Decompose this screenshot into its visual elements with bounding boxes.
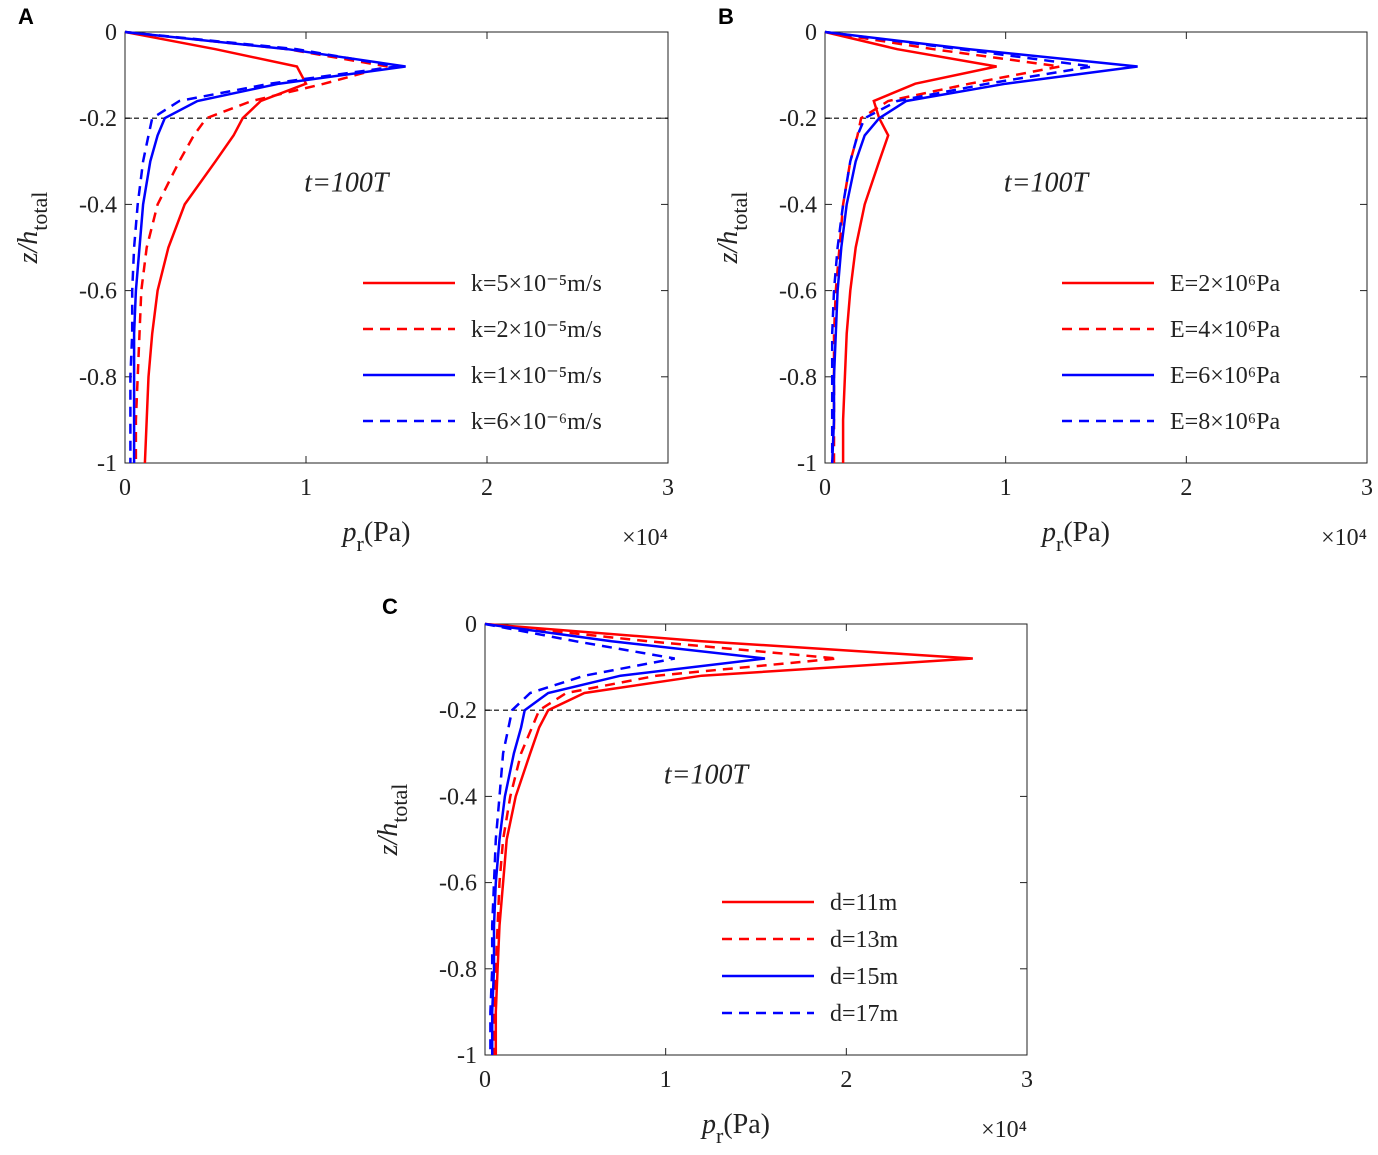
panel: C 0 1 2 3 0 -0.2 -0.4 -0.6 -0.8 -1 t=100T pr(Pa) ×10⁴…: [373, 594, 1033, 1148]
panel: B 0 1 2 3 0 -0.2 -0.4 -0.6 -0.8 -1 t=100T pr(Pa) ×10⁴…: [713, 4, 1373, 556]
legend-label: E=8×10⁶Pa: [1170, 409, 1280, 435]
legend-label: d=13m: [830, 927, 899, 953]
legend-label: E=4×10⁶Pa: [1170, 317, 1280, 343]
panel-label: B: [718, 4, 734, 29]
y-tick-label: -0.4: [779, 192, 817, 218]
y-tick-label: -0.2: [439, 698, 477, 724]
data-line: [484, 622, 973, 1055]
x-axis-multiplier: ×10⁴: [622, 525, 668, 551]
x-tick-label: 3: [1021, 1067, 1033, 1093]
x-tick-label: 1: [300, 475, 312, 501]
legend-label: k=6×10⁻⁶m/s: [471, 409, 602, 435]
y-label-subscript: total: [387, 784, 412, 823]
annotation: t=100T: [304, 167, 391, 198]
x-axis-label: pr(Pa): [700, 1109, 770, 1148]
data-line: [824, 30, 997, 463]
y-label-subscript: total: [27, 192, 52, 231]
plot-frame: [484, 623, 1028, 1056]
y-tick-label: 0: [465, 612, 477, 638]
y-label-subscript: total: [727, 192, 752, 231]
y-tick-label: -0.4: [79, 192, 117, 218]
y-tick-label: 0: [105, 20, 117, 46]
y-tick-label: -0.2: [79, 106, 117, 132]
x-label-unit: (Pa): [1063, 517, 1110, 548]
legend-label: d=15m: [830, 964, 899, 990]
x-tick-label: 0: [479, 1067, 491, 1093]
y-tick-label: -0.4: [439, 784, 477, 810]
x-label-subscript: r: [357, 531, 365, 556]
x-tick-label: 3: [1361, 475, 1373, 501]
x-label-unit: (Pa): [723, 1109, 770, 1140]
y-tick-label: -0.6: [79, 279, 117, 305]
y-tick-label: -1: [97, 451, 117, 477]
x-axis-label: pr(Pa): [1040, 517, 1110, 556]
annotation: t=100T: [664, 759, 751, 790]
panel-label: A: [18, 4, 34, 29]
legend-label: d=17m: [830, 1001, 899, 1027]
x-tick-label: 0: [119, 475, 131, 501]
y-tick-label: -0.6: [779, 279, 817, 305]
data-line: [124, 30, 308, 464]
x-label-symbol: p: [341, 517, 357, 548]
x-axis-multiplier: ×10⁴: [981, 1117, 1027, 1143]
x-axis-multiplier: ×10⁴: [1321, 525, 1367, 551]
y-tick-label: 0: [805, 20, 817, 46]
x-tick-label: 0: [819, 475, 831, 501]
x-tick-label: 3: [662, 475, 674, 501]
data-line: [484, 622, 766, 1055]
plot-frame: [824, 31, 1368, 464]
x-tick-label: 2: [840, 1067, 852, 1093]
y-tick-label: -0.8: [779, 365, 817, 391]
data-line: [124, 30, 406, 463]
data-line: [824, 30, 1138, 464]
y-tick-label: -1: [457, 1043, 477, 1069]
data-line: [824, 30, 1093, 463]
y-label-main: z/h: [713, 231, 744, 265]
y-axis-label: z/htotal: [13, 192, 52, 265]
y-label-main: z/h: [13, 231, 44, 265]
x-label-symbol: p: [700, 1109, 716, 1140]
annotation: t=100T: [1004, 167, 1091, 198]
data-line: [484, 622, 675, 1055]
x-tick-label: 2: [1180, 475, 1192, 501]
x-label-subscript: r: [716, 1123, 724, 1148]
y-tick-label: -0.8: [79, 365, 117, 391]
y-tick-label: -0.8: [439, 957, 477, 983]
legend-label: k=2×10⁻⁵m/s: [471, 317, 602, 343]
x-tick-label: 2: [481, 475, 493, 501]
x-label-symbol: p: [1040, 517, 1056, 548]
x-label-unit: (Pa): [364, 517, 411, 548]
legend-label: E=6×10⁶Pa: [1170, 363, 1280, 389]
data-line: [484, 622, 838, 1055]
y-tick-label: -0.6: [439, 871, 477, 897]
data-line: [824, 30, 1061, 463]
data-line: [124, 30, 397, 463]
legend-label: k=1×10⁻⁵m/s: [471, 363, 602, 389]
y-tick-label: -1: [797, 451, 817, 477]
x-tick-label: 1: [660, 1067, 672, 1093]
x-tick-label: 1: [1000, 475, 1012, 501]
y-axis-label: z/htotal: [373, 784, 412, 857]
y-axis-label: z/htotal: [713, 192, 752, 265]
y-label-main: z/h: [373, 823, 404, 857]
panel-label: C: [382, 594, 398, 619]
x-axis-label: pr(Pa): [341, 517, 411, 556]
panel: A 0 1 2 3 0 -0.2 -0.4 -0.6 -0.8 -1 t=100T pr(Pa) ×10⁴…: [13, 4, 674, 556]
y-tick-label: -0.2: [779, 106, 817, 132]
x-label-subscript: r: [1056, 531, 1064, 556]
legend-label: k=5×10⁻⁵m/s: [471, 271, 602, 297]
legend-label: E=2×10⁶Pa: [1170, 271, 1280, 297]
plot-frame: [124, 31, 669, 464]
data-line: [124, 30, 388, 463]
legend-label: d=11m: [830, 890, 898, 916]
